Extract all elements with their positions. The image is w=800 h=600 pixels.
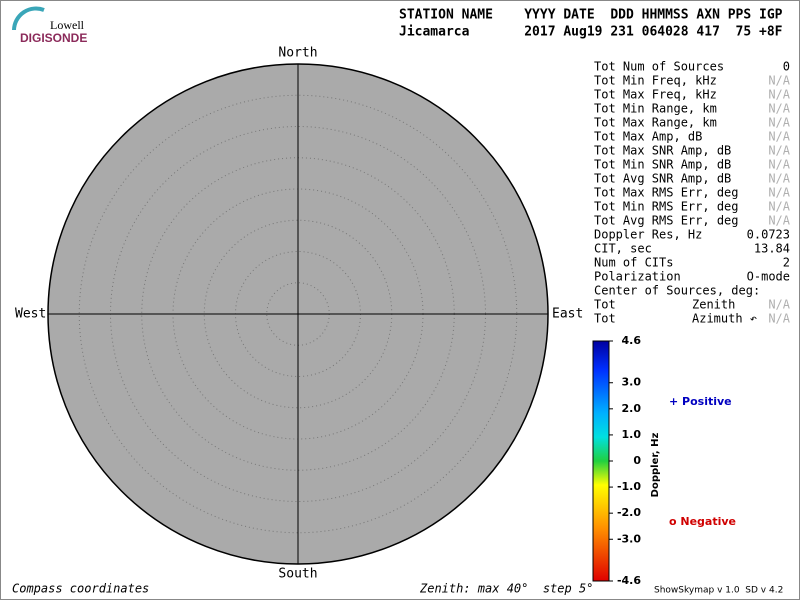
stat-value: O-mode — [747, 270, 790, 284]
header-values: Jicamarca 2017 Aug19 231 064028 417 75 +… — [399, 25, 783, 40]
colorbar-tick-label: 0 — [633, 454, 641, 467]
stat-value: N/A — [768, 130, 790, 144]
colorbar-title: Doppler, Hz — [650, 433, 661, 498]
center-name: Zenith — [692, 298, 735, 312]
colorbar-tick-label: -3.0 — [617, 532, 641, 545]
colorbar-tick-label: -2.0 — [617, 506, 641, 519]
colorbar-tick-label: -4.6 — [617, 574, 641, 587]
stat-value: 2 — [783, 256, 790, 270]
stat-label: Polarization — [594, 270, 681, 284]
stat-value: N/A — [768, 116, 790, 130]
center-label: Tot — [594, 298, 616, 312]
colorbar-tick-label: 1.0 — [622, 428, 642, 441]
logo-top: Lowell — [50, 18, 85, 32]
stat-value: 0.0723 — [747, 228, 790, 242]
stat-label: Tot Max SNR Amp, dB — [594, 144, 731, 158]
stat-value: N/A — [768, 144, 790, 158]
east-label: East — [552, 307, 583, 322]
polar-plot — [47, 63, 549, 565]
colorbar-tick-label: 3.0 — [622, 376, 642, 389]
stat-value: N/A — [768, 214, 790, 228]
stat-label: Tot Min RMS Err, deg — [594, 200, 739, 214]
stat-label: Tot Min Freq, kHz — [594, 74, 717, 88]
stat-value: N/A — [768, 88, 790, 102]
legend-negative: o Negative — [669, 515, 736, 528]
stat-label: Tot Max Range, km — [594, 116, 717, 130]
stat-label: CIT, sec — [594, 242, 652, 256]
stat-value: N/A — [768, 172, 790, 186]
north-label: North — [278, 46, 317, 61]
center-value: N/A — [768, 312, 790, 326]
stat-label: Tot Max Freq, kHz — [594, 88, 717, 102]
stat-value: N/A — [768, 102, 790, 116]
stat-value: N/A — [768, 74, 790, 88]
colorbar-ticks: 4.6 3.0 2.0 1.0 0 -1.0 -2.0 -3.0 -4.6 — [609, 334, 641, 587]
stat-label: Tot Min Range, km — [594, 102, 717, 116]
stat-value: N/A — [768, 186, 790, 200]
stat-value: 0 — [783, 60, 790, 74]
center-name: Azimuth ↶ — [692, 312, 757, 326]
stat-label: Tot Num of Sources — [594, 60, 724, 74]
center-title: Center of Sources, deg: — [594, 284, 760, 298]
header-columns: STATION NAME YYYY DATE DDD HHMMSS AXN PP… — [399, 8, 783, 23]
stat-label: Doppler Res, Hz — [594, 228, 702, 242]
stat-value: N/A — [768, 200, 790, 214]
stat-value: N/A — [768, 158, 790, 172]
colorbar-tick-label: -1.0 — [617, 480, 641, 493]
west-label: West — [15, 307, 46, 322]
stat-label: Tot Avg SNR Amp, dB — [594, 172, 731, 186]
logo-swoosh — [12, 6, 45, 31]
stat-label: Tot Max RMS Err, deg — [594, 186, 739, 200]
footer-center: Zenith: max 40° step 5° — [419, 582, 593, 596]
footer-left: Compass coordinates — [12, 582, 149, 596]
center-value: N/A — [768, 298, 790, 312]
colorbar-tick-label: 4.6 — [622, 334, 642, 347]
stat-value: 13.84 — [754, 242, 790, 256]
stat-label: Tot Min SNR Amp, dB — [594, 158, 731, 172]
legend-positive: + Positive — [669, 395, 732, 408]
colorbar — [592, 340, 610, 582]
south-label: South — [278, 567, 317, 582]
stat-label: Tot Avg RMS Err, deg — [594, 214, 739, 228]
colorbar-tick-label: 2.0 — [622, 402, 642, 415]
footer-right: ShowSkymap v 1.0 SD v 4.2 — [654, 586, 783, 596]
stat-label: Num of CITs — [594, 256, 673, 270]
center-label: Tot — [594, 312, 616, 326]
stats-panel: Tot Num of Sources 0 Tot Min Freq, kHz N/A T… — [594, 60, 791, 326]
logo-bottom: DIGISONDE — [20, 31, 87, 45]
stat-label: Tot Max Amp, dB — [594, 130, 702, 144]
